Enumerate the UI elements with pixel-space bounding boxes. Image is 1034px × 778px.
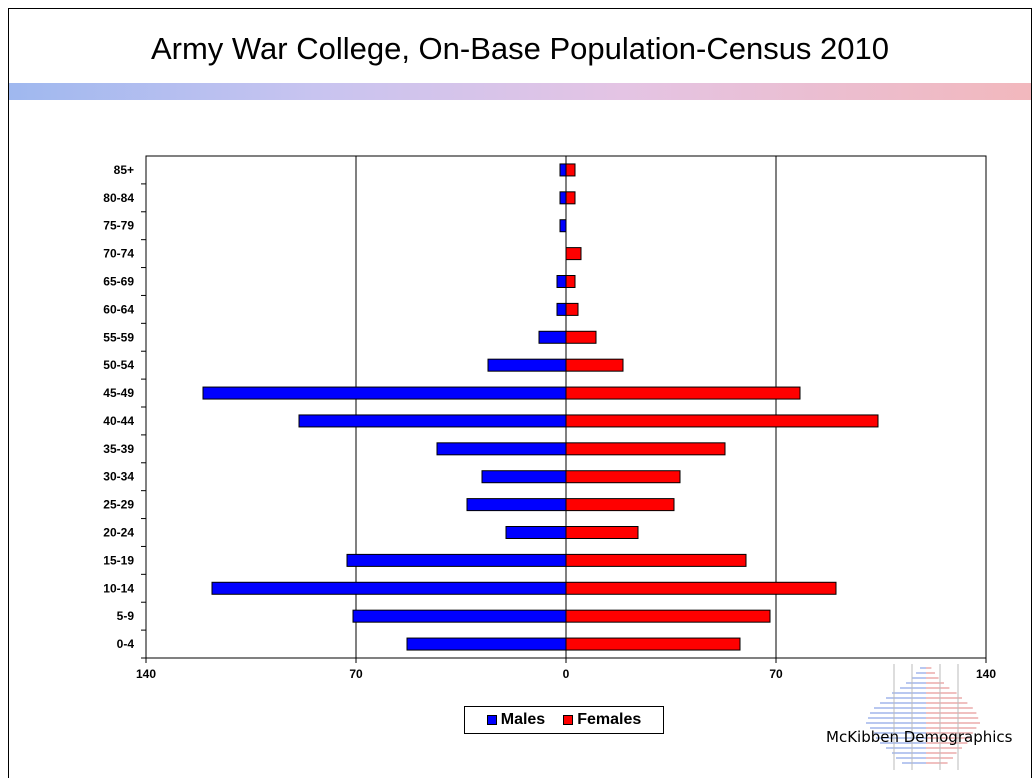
category-label-25-29: 25-29 (103, 498, 134, 512)
legend-males-label: Males (500, 711, 546, 728)
category-label-55-59: 55-59 (103, 330, 134, 344)
category-label-45-49: 45-49 (103, 386, 134, 400)
mckibben-logo (866, 664, 980, 770)
title-gradient-stripe (9, 83, 1031, 100)
bar-males-65-69 (556, 275, 567, 288)
bar-males-40-44 (298, 414, 567, 428)
slide-title: Army War College, On-Base Population-Cen… (150, 31, 890, 66)
legend-females-label: Females (577, 711, 642, 728)
category-label-60-64: 60-64 (103, 302, 134, 316)
bar-females-70-74 (565, 247, 582, 261)
bar-males-45-49 (202, 386, 567, 400)
category-label-15-19: 15-19 (103, 553, 134, 567)
category-label-40-44: 40-44 (103, 414, 134, 428)
category-label-50-54: 50-54 (103, 358, 134, 372)
males-swatch (486, 715, 497, 725)
bar-females-85+ (565, 163, 576, 177)
category-label-35-39: 35-39 (103, 442, 134, 456)
category-labels: 0-4 5-9 10-14 15-19 20-24 25-29 30-34 35-39 40-4… (103, 163, 146, 659)
legend-item-females: Females (563, 711, 641, 729)
bar-males-10-14 (211, 581, 567, 595)
bar-females-10-14 (565, 581, 837, 595)
x-tick-label: 140 (976, 667, 996, 681)
bar-males-25-29 (466, 498, 567, 512)
bar-males-85+ (559, 163, 567, 177)
bar-females-60-64 (565, 302, 579, 316)
category-label-70-74: 70-74 (103, 247, 134, 261)
bar-females-65-69 (565, 275, 576, 288)
category-label-0-4: 0-4 (117, 637, 135, 651)
category-label-10-14: 10-14 (103, 581, 134, 595)
bar-females-20-24 (565, 526, 639, 539)
bar-females-0-4 (565, 637, 741, 651)
x-tick-label: 70 (349, 667, 363, 681)
bar-females-45-49 (565, 386, 801, 400)
bar-females-30-34 (565, 470, 681, 484)
bar-females-25-29 (565, 498, 675, 512)
bar-females-55-59 (565, 330, 597, 344)
bar-females-15-19 (565, 553, 747, 567)
bar-males-80-84 (559, 191, 567, 205)
category-label-85+: 85+ (114, 163, 134, 177)
bar-females-5-9 (565, 609, 771, 623)
x-tick-label: 70 (769, 667, 783, 681)
bar-males-60-64 (556, 302, 567, 316)
bar-males-35-39 (436, 442, 567, 456)
bar-males-0-4 (406, 637, 567, 651)
bar-males-5-9 (352, 609, 567, 623)
bar-females-35-39 (565, 442, 726, 456)
gridlines (355, 156, 777, 658)
x-tick-labels: 140 70 0 70 140 (136, 658, 996, 681)
logo-text: McKibben Demographics (826, 728, 1013, 746)
bar-females-80-84 (565, 191, 576, 205)
bar-males-15-19 (346, 553, 567, 567)
legend-item-males: Males (486, 711, 546, 729)
females-swatch (563, 715, 574, 725)
bar-males-30-34 (481, 470, 567, 484)
bars-group (202, 156, 879, 658)
category-label-5-9: 5-9 (117, 609, 135, 623)
category-label-65-69: 65-69 (103, 275, 134, 289)
bar-males-20-24 (505, 526, 567, 539)
bar-females-50-54 (565, 358, 624, 372)
bar-males-55-59 (538, 330, 567, 344)
legend: Males Females (464, 706, 664, 734)
bar-females-40-44 (565, 414, 879, 428)
x-tick-label: 0 (563, 667, 570, 681)
bar-males-75-79 (559, 219, 567, 233)
category-label-30-34: 30-34 (103, 470, 134, 484)
x-tick-label: 140 (136, 667, 156, 681)
category-label-20-24: 20-24 (103, 526, 134, 540)
category-label-75-79: 75-79 (103, 219, 134, 233)
bar-males-50-54 (487, 358, 567, 372)
category-label-80-84: 80-84 (103, 191, 134, 205)
